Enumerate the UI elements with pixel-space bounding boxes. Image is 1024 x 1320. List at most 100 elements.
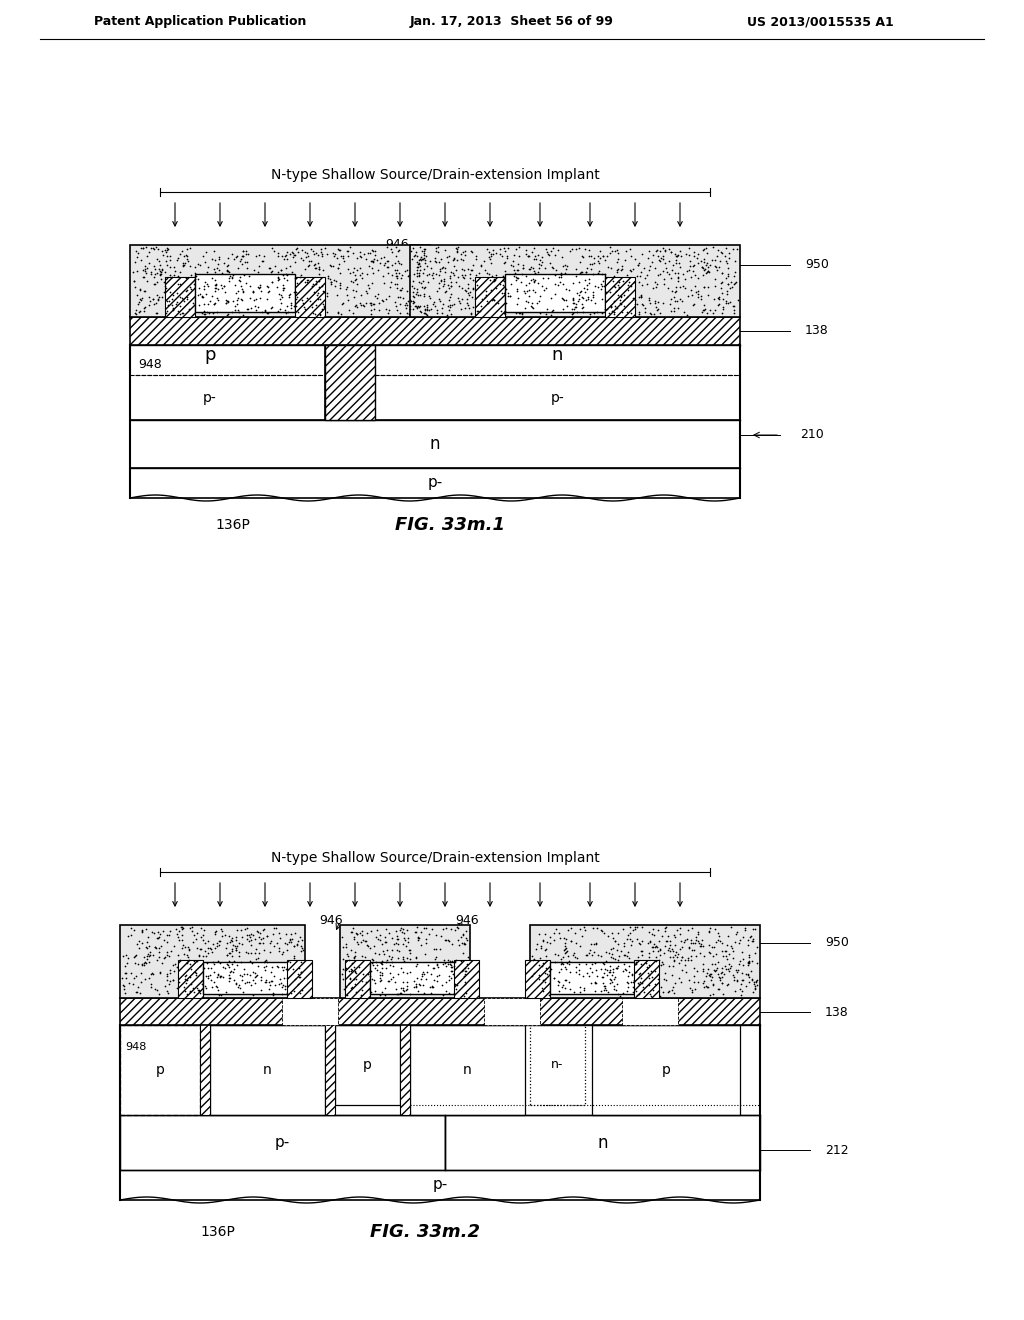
Point <box>348 932 365 953</box>
Point <box>346 928 362 949</box>
Point <box>218 981 234 1002</box>
Point <box>361 293 378 314</box>
Point <box>140 968 157 989</box>
Bar <box>130 246 430 317</box>
Point <box>401 296 418 317</box>
Point <box>642 302 658 323</box>
Point <box>416 259 432 280</box>
Point <box>135 238 152 259</box>
Point <box>330 257 346 279</box>
Point <box>359 964 376 985</box>
Text: n: n <box>463 1063 472 1077</box>
Point <box>710 259 726 280</box>
Point <box>375 265 391 286</box>
Point <box>159 301 175 322</box>
Point <box>154 259 170 280</box>
Point <box>374 953 390 974</box>
Point <box>146 259 163 280</box>
Point <box>666 925 682 946</box>
Point <box>371 944 387 965</box>
Point <box>674 936 690 957</box>
Point <box>652 975 669 997</box>
Point <box>240 924 256 945</box>
Point <box>733 974 750 995</box>
Point <box>233 246 250 267</box>
Point <box>581 269 597 290</box>
Point <box>373 969 389 990</box>
Point <box>377 289 393 310</box>
Point <box>490 292 507 313</box>
Point <box>561 950 578 972</box>
Point <box>153 264 169 285</box>
Point <box>740 972 757 993</box>
Point <box>408 296 424 317</box>
Point <box>178 969 195 990</box>
Point <box>406 286 422 308</box>
Point <box>269 268 286 289</box>
Point <box>354 263 371 284</box>
Point <box>609 923 626 944</box>
Point <box>557 932 573 953</box>
Point <box>568 301 585 322</box>
Point <box>508 293 524 314</box>
Point <box>346 948 362 969</box>
Point <box>622 928 638 949</box>
Point <box>216 252 232 273</box>
Point <box>652 264 669 285</box>
Point <box>562 240 579 261</box>
Point <box>165 954 181 975</box>
Point <box>481 242 498 263</box>
Point <box>203 939 219 960</box>
Point <box>424 975 440 997</box>
Point <box>134 288 151 309</box>
Point <box>683 265 699 286</box>
Point <box>548 260 564 281</box>
Point <box>586 933 602 954</box>
Point <box>615 944 632 965</box>
Point <box>571 953 588 974</box>
Point <box>406 975 422 997</box>
Point <box>580 944 596 965</box>
Point <box>664 289 680 310</box>
Point <box>668 942 684 964</box>
Point <box>597 290 613 312</box>
Point <box>479 292 496 313</box>
Point <box>137 256 154 277</box>
Point <box>410 279 426 300</box>
Point <box>372 300 388 321</box>
Point <box>261 257 278 279</box>
Point <box>705 974 721 995</box>
Point <box>634 945 650 966</box>
Point <box>595 271 611 292</box>
Point <box>287 981 303 1002</box>
Point <box>359 275 376 296</box>
Point <box>609 973 626 994</box>
Point <box>530 964 547 985</box>
Point <box>381 300 397 321</box>
Point <box>248 939 264 960</box>
Point <box>593 945 609 966</box>
Point <box>132 280 148 301</box>
Point <box>482 252 499 273</box>
Point <box>742 927 759 948</box>
Point <box>115 946 131 968</box>
Point <box>618 981 635 1002</box>
Point <box>250 956 266 977</box>
Point <box>394 264 411 285</box>
Point <box>221 268 238 289</box>
Point <box>610 983 627 1005</box>
Point <box>206 961 222 982</box>
Point <box>129 933 145 954</box>
Point <box>421 300 437 321</box>
Point <box>407 244 423 265</box>
Point <box>633 275 649 296</box>
Point <box>611 985 628 1006</box>
Point <box>250 276 266 297</box>
Point <box>442 272 459 293</box>
Point <box>521 273 538 294</box>
Point <box>485 289 502 310</box>
Point <box>714 263 730 284</box>
Point <box>186 269 203 290</box>
Point <box>632 962 648 983</box>
Point <box>364 257 380 279</box>
